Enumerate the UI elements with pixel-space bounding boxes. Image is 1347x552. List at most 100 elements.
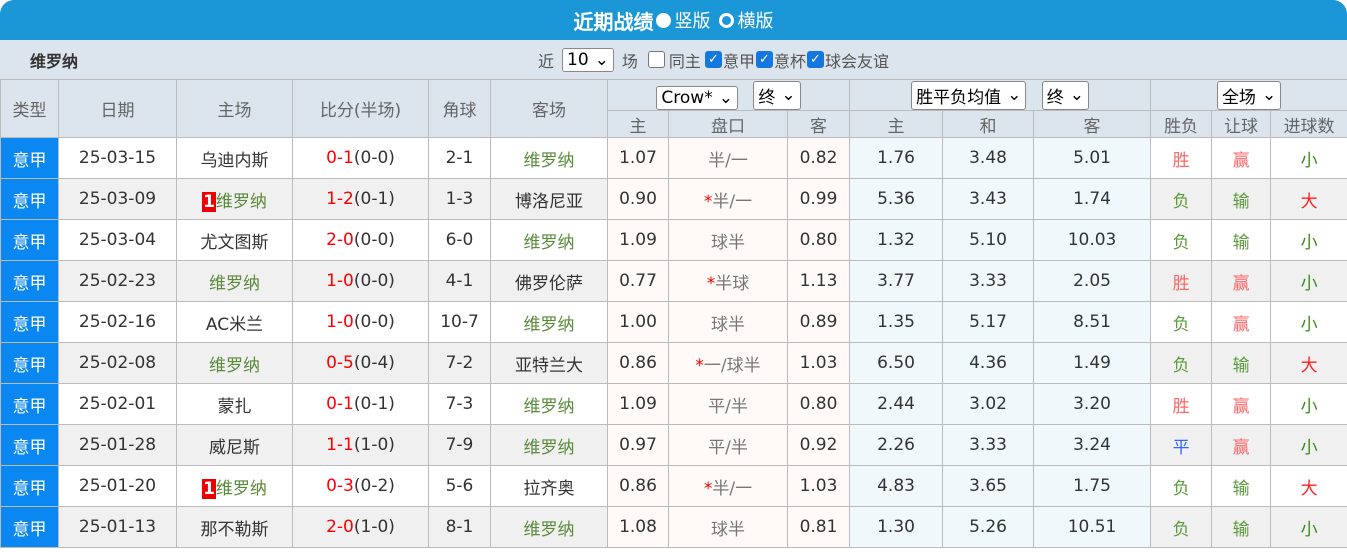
table-row[interactable]: 意甲 25-03-15 乌迪内斯 0-1(0-0) 2-1 维罗纳 1.07 半… bbox=[0, 137, 1347, 179]
away-team-name[interactable]: 亚特兰大 bbox=[515, 355, 583, 376]
league-type[interactable]: 意甲 bbox=[0, 178, 59, 220]
home-team[interactable]: 乌迪内斯 bbox=[176, 137, 293, 179]
league-type[interactable]: 意甲 bbox=[0, 219, 59, 261]
table-row[interactable]: 意甲 25-02-16 AC米兰 1-0(0-0) 10-7 维罗纳 1.00 … bbox=[0, 301, 1347, 343]
handicap-result: 输 bbox=[1211, 219, 1272, 261]
away-team[interactable]: 维罗纳 bbox=[490, 383, 608, 425]
league-type[interactable]: 意甲 bbox=[0, 424, 59, 466]
away-team-name[interactable]: 拉齐奥 bbox=[523, 478, 575, 499]
home-team-name[interactable]: 维罗纳 bbox=[215, 191, 267, 212]
away-team[interactable]: 亚特兰大 bbox=[490, 342, 608, 384]
euro-odds-select[interactable]: 胜平负均值 ⌄ bbox=[911, 80, 1027, 110]
team-name: 维罗纳 bbox=[30, 51, 79, 71]
home-team[interactable]: 1维罗纳 bbox=[176, 178, 293, 220]
league-checkbox[interactable]: ✓ bbox=[806, 51, 824, 68]
away-team[interactable]: 博洛尼亚 bbox=[490, 178, 608, 220]
home-team-name[interactable]: 那不勒斯 bbox=[200, 519, 269, 540]
euro-stage-select[interactable]: 终 ⌄ bbox=[1041, 80, 1089, 110]
score[interactable]: 0-5(0-4) bbox=[292, 342, 429, 384]
eu-draw-odds: 3.48 bbox=[942, 137, 1035, 179]
home-team[interactable]: 尤文图斯 bbox=[176, 219, 293, 261]
eu-draw-odds: 5.10 bbox=[942, 219, 1035, 261]
radio-vertical[interactable] bbox=[655, 12, 671, 28]
period-select[interactable]: 全场 ⌄ bbox=[1216, 80, 1282, 110]
score[interactable]: 1-0(0-0) bbox=[292, 301, 429, 343]
score[interactable]: 0-1(0-0) bbox=[292, 137, 429, 179]
view-horizontal-label[interactable]: 横版 bbox=[737, 11, 774, 32]
count-select[interactable]: 10 ⌄ bbox=[562, 47, 614, 72]
score[interactable]: 0-1(0-1) bbox=[292, 383, 429, 425]
home-team[interactable]: 威尼斯 bbox=[176, 424, 293, 466]
away-team[interactable]: 维罗纳 bbox=[490, 301, 608, 343]
league-type[interactable]: 意甲 bbox=[0, 260, 59, 302]
half-time-score: (1-0) bbox=[353, 435, 395, 455]
odds-stage-select[interactable]: 终 ⌄ bbox=[753, 80, 801, 110]
home-team-name[interactable]: 蒙扎 bbox=[217, 396, 252, 417]
away-team[interactable]: 佛罗伦萨 bbox=[490, 260, 608, 302]
home-team[interactable]: AC米兰 bbox=[176, 301, 293, 343]
league-type[interactable]: 意甲 bbox=[0, 506, 59, 548]
league-type[interactable]: 意甲 bbox=[0, 342, 59, 384]
home-team-name[interactable]: AC米兰 bbox=[205, 314, 264, 335]
home-team-name[interactable]: 维罗纳 bbox=[209, 355, 260, 376]
eu-draw-odds: 3.43 bbox=[942, 178, 1035, 220]
home-team-name[interactable]: 乌迪内斯 bbox=[200, 150, 269, 171]
table-row[interactable]: 意甲 25-01-20 1维罗纳 0-3(0-2) 5-6 拉齐奥 0.86 *… bbox=[0, 465, 1347, 507]
league-checkbox[interactable]: ✓ bbox=[704, 51, 722, 68]
match-date: 25-02-01 bbox=[58, 383, 177, 425]
league-checkbox[interactable]: ✓ bbox=[755, 51, 773, 68]
away-team-name[interactable]: 维罗纳 bbox=[523, 150, 575, 171]
league-type[interactable]: 意甲 bbox=[0, 383, 59, 425]
away-team[interactable]: 维罗纳 bbox=[490, 219, 608, 261]
match-date: 25-02-16 bbox=[58, 301, 177, 343]
away-team[interactable]: 维罗纳 bbox=[490, 424, 608, 466]
handicap-result: 赢 bbox=[1211, 260, 1272, 302]
away-team[interactable]: 维罗纳 bbox=[490, 137, 608, 179]
score[interactable]: 1-0(0-0) bbox=[292, 260, 429, 302]
table-row[interactable]: 意甲 25-03-04 尤文图斯 2-0(0-0) 6-0 维罗纳 1.09 球… bbox=[0, 219, 1347, 261]
away-team-name[interactable]: 佛罗伦萨 bbox=[515, 273, 583, 294]
score[interactable]: 2-0(0-0) bbox=[292, 219, 429, 261]
away-team-name[interactable]: 维罗纳 bbox=[523, 396, 575, 417]
eu-home-odds: 6.50 bbox=[849, 342, 944, 384]
home-team-name[interactable]: 维罗纳 bbox=[215, 478, 267, 499]
win-loss: 负 bbox=[1150, 465, 1213, 507]
radio-horizontal[interactable] bbox=[718, 12, 734, 28]
table-row[interactable]: 意甲 25-03-09 1维罗纳 1-2(0-1) 1-3 博洛尼亚 0.90 … bbox=[0, 178, 1347, 220]
league-type[interactable]: 意甲 bbox=[0, 137, 59, 179]
full-time-score: 1-0 bbox=[326, 312, 354, 332]
home-team[interactable]: 1维罗纳 bbox=[176, 465, 293, 507]
table-row[interactable]: 意甲 25-01-28 威尼斯 1-1(1-0) 7-9 维罗纳 0.97 平/… bbox=[0, 424, 1347, 466]
league-type[interactable]: 意甲 bbox=[0, 465, 59, 507]
same-home-checkbox[interactable] bbox=[647, 51, 665, 68]
score[interactable]: 2-0(1-0) bbox=[292, 506, 429, 548]
odds-company-select[interactable]: Crow* ⌄ bbox=[656, 85, 738, 110]
table-row[interactable]: 意甲 25-01-13 那不勒斯 2-0(1-0) 8-1 维罗纳 1.08 球… bbox=[0, 506, 1347, 548]
score[interactable]: 1-1(1-0) bbox=[292, 424, 429, 466]
full-time-score: 1-2 bbox=[326, 189, 354, 209]
match-date: 25-03-09 bbox=[58, 178, 177, 220]
away-team-name[interactable]: 维罗纳 bbox=[523, 232, 575, 253]
away-team-name[interactable]: 维罗纳 bbox=[523, 437, 575, 458]
home-team[interactable]: 蒙扎 bbox=[176, 383, 293, 425]
home-team-name[interactable]: 尤文图斯 bbox=[200, 232, 269, 253]
home-team[interactable]: 那不勒斯 bbox=[176, 506, 293, 548]
home-team[interactable]: 维罗纳 bbox=[176, 342, 293, 384]
away-team-name[interactable]: 维罗纳 bbox=[523, 314, 575, 335]
home-team-name[interactable]: 维罗纳 bbox=[209, 273, 260, 294]
home-team-name[interactable]: 威尼斯 bbox=[209, 437, 260, 458]
score[interactable]: 0-3(0-2) bbox=[292, 465, 429, 507]
away-team-name[interactable]: 博洛尼亚 bbox=[515, 191, 583, 212]
table-row[interactable]: 意甲 25-02-23 维罗纳 1-0(0-0) 4-1 佛罗伦萨 0.77 *… bbox=[0, 260, 1347, 302]
home-team[interactable]: 维罗纳 bbox=[176, 260, 293, 302]
away-team[interactable]: 维罗纳 bbox=[490, 506, 608, 548]
table-row[interactable]: 意甲 25-02-01 蒙扎 0-1(0-1) 7-3 维罗纳 1.09 平/半… bbox=[0, 383, 1347, 425]
score[interactable]: 1-2(0-1) bbox=[292, 178, 429, 220]
full-time-score: 0-1 bbox=[326, 148, 354, 168]
table-row[interactable]: 意甲 25-02-08 维罗纳 0-5(0-4) 7-2 亚特兰大 0.86 *… bbox=[0, 342, 1347, 384]
ah-home-odds: 0.90 bbox=[607, 178, 669, 220]
away-team-name[interactable]: 维罗纳 bbox=[523, 519, 575, 540]
league-type[interactable]: 意甲 bbox=[0, 301, 59, 343]
away-team[interactable]: 拉齐奥 bbox=[490, 465, 608, 507]
view-vertical-label[interactable]: 竖版 bbox=[674, 11, 711, 32]
